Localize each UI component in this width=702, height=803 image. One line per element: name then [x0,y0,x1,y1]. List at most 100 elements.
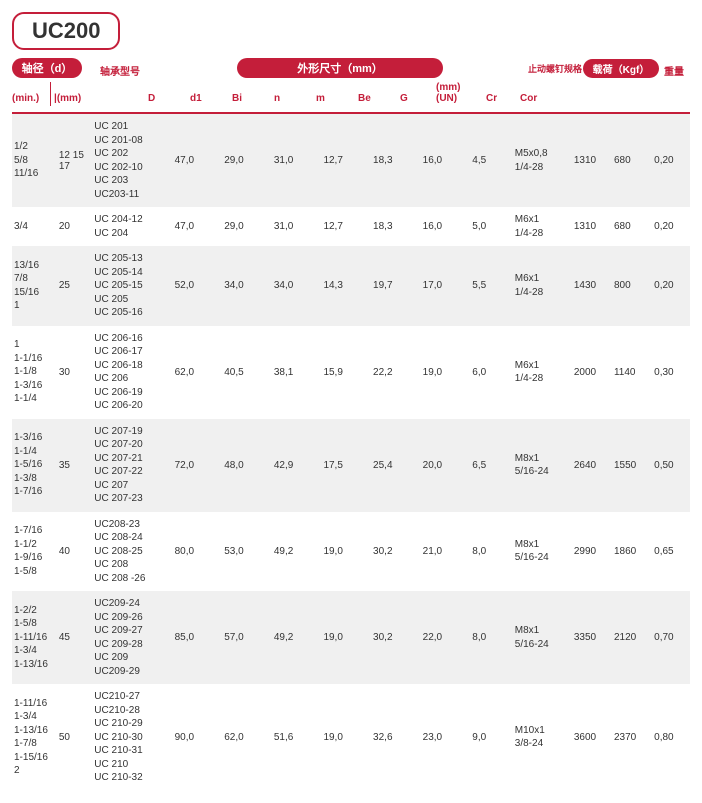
header-screw: 止动螺钉规格 [528,62,582,75]
cell-weight: 0,20 [652,246,690,326]
cell-Cor: 1140 [612,326,652,419]
subhead-Bi: Bi [232,82,274,106]
subhead-mmUN: (mm) (UN) [436,82,486,106]
cell-d1: 53,0 [222,512,272,592]
subhead-G: G [400,82,436,106]
cell-Be: 16,0 [421,207,471,246]
cell-mm: 50 [57,684,92,791]
subhead-mm: (mm) [57,93,81,104]
cell-mm: 25 [57,246,92,326]
table-row: 1-7/16 1-1/2 1-9/16 1-5/840UC208-23 UC 2… [12,512,690,592]
cell-Bi: 49,2 [272,591,322,684]
cell-mm: 20 [57,207,92,246]
cell-d1: 29,0 [222,114,272,207]
cell-d1: 57,0 [222,591,272,684]
cell-Bi: 38,1 [272,326,322,419]
cell-Be: 21,0 [421,512,471,592]
subhead-Cor: Cor [520,82,554,106]
cell-Bi: 31,0 [272,207,322,246]
cell-min: 13/16 7/8 15/16 1 [12,246,57,326]
cell-min: 1-2/2 1-5/8 1-11/16 1-3/4 1-13/16 [12,591,57,684]
cell-model: UC 205-13 UC 205-14 UC 205-15 UC 205 UC … [92,246,172,326]
header-shaft-d: 轴径（d） [12,58,83,78]
cell-m: 19,7 [371,246,421,326]
cell-m: 25,4 [371,419,421,512]
cell-Be: 22,0 [421,591,471,684]
cell-d1: 62,0 [222,684,272,791]
cell-Bi: 42,9 [272,419,322,512]
cell-model: UC210-27 UC210-28 UC 210-29 UC 210-30 UC… [92,684,172,791]
cell-G: 9,0 [470,684,513,791]
title-container: UC200 [12,12,120,50]
cell-Cr: 1310 [572,207,612,246]
cell-weight: 0,50 [652,419,690,512]
subhead-m: m [316,82,358,106]
cell-D: 47,0 [173,114,223,207]
subhead-D: D [148,82,190,106]
cell-Cr: 2000 [572,326,612,419]
cell-n: 15,9 [321,326,371,419]
cell-mmUN: M6x1 1/4-28 [513,326,572,419]
cell-d1: 48,0 [222,419,272,512]
cell-D: 80,0 [173,512,223,592]
cell-Cor: 1860 [612,512,652,592]
cell-n: 19,0 [321,512,371,592]
header-weight: 重量 [664,63,684,78]
cell-G: 6,0 [470,326,513,419]
cell-min: 1-7/16 1-1/2 1-9/16 1-5/8 [12,512,57,592]
cell-D: 85,0 [173,591,223,684]
cell-Bi: 31,0 [272,114,322,207]
cell-Cr: 2640 [572,419,612,512]
subhead-min: (min.) [12,82,50,106]
cell-Cor: 1550 [612,419,652,512]
cell-n: 12,7 [321,207,371,246]
subhead-Cr: Cr [486,82,520,106]
cell-Cor: 680 [612,114,652,207]
subhead-d1: d1 [190,82,232,106]
cell-min: 1-11/16 1-3/4 1-13/16 1-7/8 1-15/16 2 [12,684,57,791]
cell-min: 1-3/16 1-1/4 1-5/16 1-3/8 1-7/16 [12,419,57,512]
cell-Be: 19,0 [421,326,471,419]
cell-mmUN: M8x1 5/16-24 [513,591,572,684]
cell-min: 3/4 [12,207,57,246]
cell-Be: 16,0 [421,114,471,207]
table-row: 1-2/2 1-5/8 1-11/16 1-3/4 1-13/1645UC209… [12,591,690,684]
cell-G: 8,0 [470,512,513,592]
cell-mm: 12 15 17 [57,114,92,207]
cell-Cr: 3350 [572,591,612,684]
table-row: 1 1-1/16 1-1/8 1-3/16 1-1/430UC 206-16 U… [12,326,690,419]
cell-mmUN: M5x0,8 1/4-28 [513,114,572,207]
cell-Cr: 1310 [572,114,612,207]
cell-min: 1 1-1/16 1-1/8 1-3/16 1-1/4 [12,326,57,419]
cell-Bi: 51,6 [272,684,322,791]
cell-weight: 0,70 [652,591,690,684]
cell-D: 52,0 [173,246,223,326]
cell-D: 47,0 [173,207,223,246]
header-row-1: 轴径（d） 轴承型号 外形尺寸（mm） 止动螺钉规格 载荷（Kgf） 重量 [12,58,690,78]
cell-mm: 40 [57,512,92,592]
cell-model: UC 206-16 UC 206-17 UC 206-18 UC 206 UC … [92,326,172,419]
cell-d1: 29,0 [222,207,272,246]
cell-min: 1/2 5/8 11/16 [12,114,57,207]
cell-mmUN: M8x1 5/16-24 [513,512,572,592]
cell-G: 8,0 [470,591,513,684]
cell-d1: 40,5 [222,326,272,419]
cell-model: UC 201 UC 201-08 UC 202 UC 202-10 UC 203… [92,114,172,207]
subhead-n: n [274,82,316,106]
cell-Cor: 2370 [612,684,652,791]
cell-d1: 34,0 [222,246,272,326]
table-row: 1-11/16 1-3/4 1-13/16 1-7/8 1-15/16 250U… [12,684,690,791]
cell-model: UC 207-19 UC 207-20 UC 207-21 UC 207-22 … [92,419,172,512]
cell-mm: 45 [57,591,92,684]
table-row: 1-3/16 1-1/4 1-5/16 1-3/8 1-7/1635UC 207… [12,419,690,512]
cell-mmUN: M6x1 1/4-28 [513,207,572,246]
cell-m: 18,3 [371,114,421,207]
cell-weight: 0,65 [652,512,690,592]
cell-mmUN: M6x1 1/4-28 [513,246,572,326]
cell-Be: 23,0 [421,684,471,791]
page-title: UC200 [32,18,100,43]
cell-Cor: 680 [612,207,652,246]
table-row: 13/16 7/8 15/16 125UC 205-13 UC 205-14 U… [12,246,690,326]
header-outer-dim: 外形尺寸（mm） [237,58,443,78]
cell-Bi: 49,2 [272,512,322,592]
